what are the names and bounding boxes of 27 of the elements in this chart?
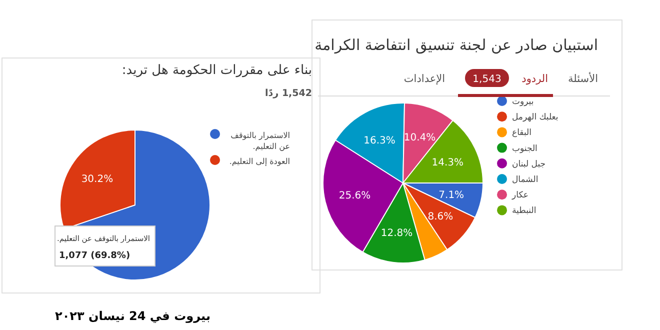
data-label: 25.6%	[338, 190, 371, 202]
data-label: 14.3%	[432, 157, 464, 168]
legend-label: بعلبك الهرمل	[512, 112, 558, 123]
text: الإعدادات	[404, 73, 445, 85]
legend-label: الجنوب	[512, 144, 538, 154]
data-label: 12.8%	[380, 228, 413, 240]
legend-label: بيروت	[512, 97, 534, 107]
text: الأسئلة	[568, 71, 598, 85]
data-label: 8.6%	[428, 212, 454, 223]
legend-label: جبل لبنان	[512, 159, 546, 170]
text: 1,077 (69.8%)	[59, 251, 130, 261]
data-label: 16.3%	[364, 135, 396, 146]
text: الردود	[522, 73, 548, 85]
legend-label: النبطية	[512, 206, 536, 216]
legend-label: البقاع	[512, 128, 532, 138]
chart-title: استبيان صادر عن لجنة تنسيق انتفاضة الكرامة	[314, 36, 598, 54]
chart-subtitle: 1,542 ردًا	[265, 88, 312, 99]
legend-label: الشمال	[512, 175, 538, 185]
chart-title: بناء على مقررات الحكومة هل تريد:	[122, 63, 312, 78]
legend-label: عكار	[511, 190, 528, 201]
data-label: 7.1%	[438, 190, 464, 201]
data-label: 30.2%	[81, 174, 114, 185]
legend-label: العودة إلى التعليم.	[229, 157, 290, 166]
text: 1,543	[472, 74, 502, 85]
text: بيروت في 24 نيسان ٢٠٢٣	[55, 309, 210, 323]
data-label: 10.4%	[404, 132, 436, 144]
legend-label: الاستمرار بالتوقف عن التعليم.	[230, 131, 290, 151]
